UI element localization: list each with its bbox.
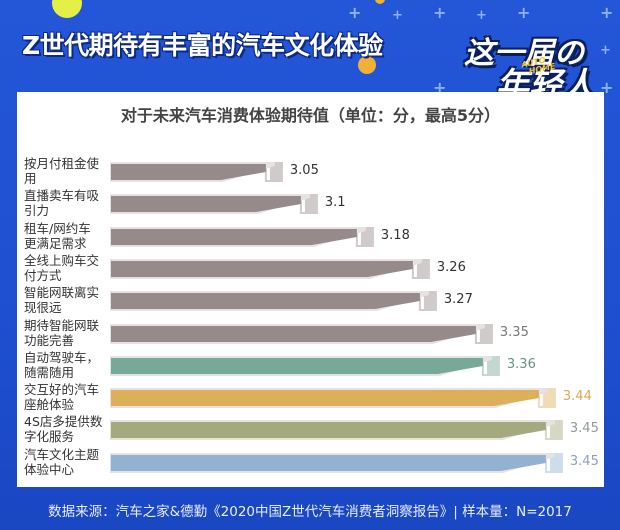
decor-orange-circle-2 [358,56,376,74]
bar-value-label: 3.35 [499,324,529,340]
bar-shape [110,388,556,409]
bar-row: 直播卖车有吸 引力 3.1 [17,188,604,220]
label-line: 交互好的汽车 [24,382,100,398]
bar-value-label: 3.36 [506,356,536,372]
label-line: 自动驾驶车， [24,349,100,365]
decor-plus: + [433,3,447,22]
decor-plus: + [517,3,531,22]
bar-category-label: 期待智能网联 功能完善 [24,318,108,348]
bar [110,226,374,247]
label-line: 更满足需求 [24,235,87,251]
label-line: 座舱体验 [24,397,75,413]
bar-value-label: 3.26 [436,259,466,275]
bar [110,355,500,376]
bar [110,162,283,182]
label-line: 引力 [24,203,50,219]
bar-category-label: 直播卖车有吸 引力 [24,188,108,218]
bar-shape [110,420,563,441]
bar-row: 全线上购车交 付方式 3.26 [17,253,604,285]
label-line: 全线上购车交 [24,252,100,268]
bar-category-label: 租车/网约车 更满足需求 [24,221,108,251]
bar-category-label: 汽车文化主题 体验中心 [24,447,108,477]
decor-plus: + [348,3,362,22]
label-line: 汽车文化主题 [24,446,100,462]
data-source: 数据来源：汽车之家&德勤《2020中国Z世代汽车消费者洞察报告》| 样本量：N=… [48,504,572,520]
decor-plus: + [433,78,447,97]
bar-value-label: 3.18 [380,227,410,243]
decor-plus: + [600,43,611,58]
label-line: 功能完善 [24,332,75,348]
bar-category-label: 交互好的汽车 座舱体验 [24,382,108,412]
decor-plus: + [392,8,403,23]
bar-shape [110,323,493,344]
bar [110,388,556,409]
label-line: 现很远 [24,300,62,316]
bar-category-label: 全线上购车交 付方式 [24,253,108,283]
bar-row: 交互好的汽车 座舱体验 3.44 [17,382,604,414]
bar-shape [110,452,563,473]
bar-category-label: 自动驾驶车， 随需随用 [24,350,108,380]
label-line: 租车/网约车 [24,220,91,236]
logo-badge: 这一届の 年轻人 AUTO HOME [462,14,607,104]
bar-row: 自动驾驶车， 随需随用 3.36 [17,350,604,382]
bar-shape [110,258,430,279]
decor-plus: + [600,3,614,22]
bar [110,258,430,279]
bar-value-label: 3.27 [443,292,473,308]
bar-shape [110,355,500,376]
bar-shape [110,194,318,215]
bar-value-label: 3.05 [289,163,319,178]
label-line: 随需随用 [24,364,75,380]
label-line: 期待智能网联 [24,317,100,333]
label-line: 付方式 [24,267,62,283]
bar-row: 租车/网约车 更满足需求 3.18 [17,221,604,253]
bar [110,452,563,473]
label-line: 字化服务 [24,429,75,445]
bar-value-label: 3.44 [562,389,592,405]
bar [110,291,437,312]
badge-line-1: 这一届の [464,36,584,71]
label-line: 体验中心 [24,461,75,477]
chart-card: 对于未来汽车消费体验期待值（单位：分，最高5分） 按月付租金使用 3.05 直播卖车… [17,92,604,487]
bar-row: 按月付租金使用 3.05 [17,156,604,188]
bar [110,323,493,344]
bar-value-label: 3.45 [569,453,599,469]
decor-yellow-circle [52,0,82,18]
bar-shape [110,291,437,312]
label-line: 按月付租金使 [24,156,100,171]
label-line: 智能网联离实 [24,285,100,301]
label-line: 用 [24,171,37,186]
bar-row: 汽车文化主题 体验中心 3.45 [17,447,604,479]
page-title: Z世代期待有丰富的汽车文化体验 [22,31,383,60]
decor-orange-circle [375,0,385,4]
chart-title: 对于未来汽车消费体验期待值（单位：分，最高5分） [120,106,501,125]
bar-shape [110,226,374,247]
label-line: 直播卖车有吸 [24,188,100,204]
decor-plus: + [476,8,487,23]
bar-category-label: 智能网联离实 现很远 [24,285,108,315]
bar-shape [110,162,283,182]
label-line: 4S店多提供数 [24,414,103,430]
bar-row: 智能网联离实 现很远 3.27 [17,285,604,317]
bar-category-label: 按月付租金使用 [24,156,108,186]
bar-category-label: 4S店多提供数 字化服务 [24,414,108,444]
bar-row: 4S店多提供数 字化服务 3.45 [17,414,604,446]
bar [110,194,318,215]
bar-value-label: 3.45 [569,421,599,437]
bar-row: 期待智能网联 功能完善 3.35 [17,318,604,350]
bar-value-label: 3.1 [324,195,346,211]
decor-plus: + [600,78,614,97]
bar [110,420,563,441]
